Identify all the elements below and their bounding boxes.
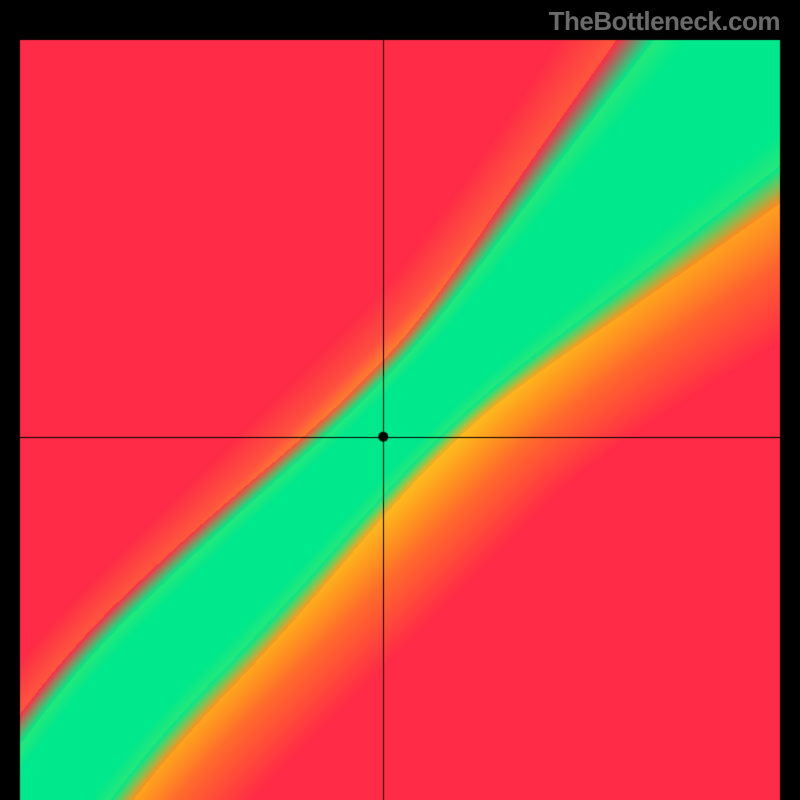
bottleneck-heatmap: [0, 0, 800, 800]
chart-container: { "watermark": { "text": "TheBottleneck.…: [0, 0, 800, 800]
watermark-text: TheBottleneck.com: [549, 6, 780, 37]
